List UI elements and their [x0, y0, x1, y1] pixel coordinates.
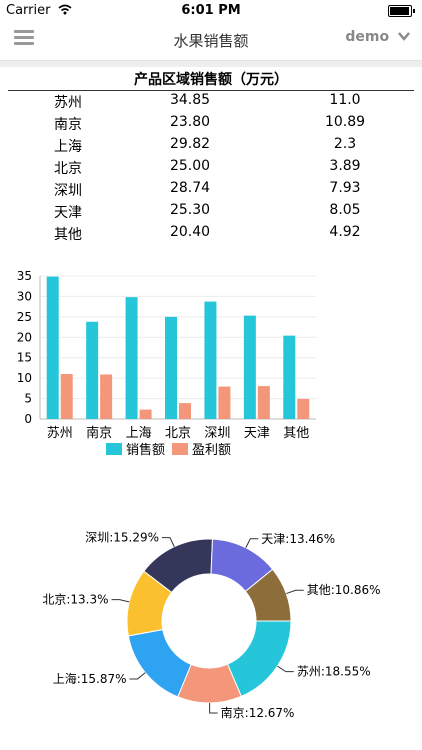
x-tick-label: 上海	[126, 426, 152, 441]
profit-cell: 10.89	[324, 114, 366, 130]
y-tick-label: 10	[17, 371, 32, 385]
y-tick-label: 5	[24, 392, 32, 406]
region-cell: 上海	[54, 139, 82, 155]
slice-leader-line	[286, 589, 304, 595]
table-header-rule	[8, 90, 414, 91]
slice-leader-line	[245, 538, 259, 548]
profit-bar	[60, 374, 73, 419]
sales-cell: 29.82	[169, 136, 211, 152]
profit-cell: 2.3	[333, 136, 357, 152]
table-title: 产品区域销售额（万元）	[134, 72, 288, 88]
page-title: 水果销售额	[173, 32, 249, 50]
section-divider	[0, 61, 422, 67]
sales-cell: 23.80	[169, 114, 211, 130]
y-tick-label: 15	[17, 351, 32, 365]
pie-slice	[127, 628, 192, 698]
region-cell: 天津	[54, 205, 82, 221]
region-cell: 其他	[54, 227, 82, 243]
slice-label: 深圳:15.29%	[85, 531, 159, 545]
sales-bar	[165, 316, 177, 419]
table-row: 南京 23.80 10.89	[0, 112, 422, 134]
sales-bar	[243, 315, 256, 419]
sales-cell: 25.00	[169, 158, 211, 174]
sales-bar	[125, 297, 138, 419]
table-row: 深圳 28.74 7.93	[0, 178, 422, 200]
slice-label: 上海:15.87%	[53, 671, 127, 686]
sales-cell: 28.74	[169, 180, 211, 196]
x-tick-label: 苏州	[47, 425, 73, 441]
table-row: 其他 20.40 4.92	[0, 222, 422, 244]
sales-bar	[204, 301, 217, 419]
legend-sales-label: 销售额	[126, 442, 165, 458]
profit-cell: 7.93	[329, 180, 361, 196]
legend-sales-swatch	[106, 443, 122, 455]
x-tick-label: 北京	[165, 426, 191, 441]
slice-label: 北京:13.3%	[42, 593, 108, 607]
x-tick-label: 天津	[244, 426, 270, 441]
x-tick-label: 其他	[283, 426, 309, 441]
slice-leader-line	[162, 537, 175, 547]
pie-slice	[226, 620, 292, 698]
y-tick-label: 20	[17, 330, 32, 344]
battery-icon	[388, 5, 415, 17]
table-row: 上海 29.82 2.3	[0, 134, 422, 156]
sales-cell: 34.85	[169, 92, 211, 108]
hamburger-menu-icon[interactable]	[14, 30, 34, 46]
status-bar: Carrier 6:01 PM	[0, 0, 422, 22]
profit-cell: 8.05	[329, 202, 361, 218]
x-tick-label: 南京	[86, 425, 112, 441]
slice-leader-line	[209, 702, 218, 714]
slice-label: 苏州:18.55%	[297, 665, 371, 679]
region-cell: 北京	[54, 161, 82, 177]
chevron-down-icon	[398, 32, 410, 41]
profit-bar	[139, 409, 152, 419]
nav-bar: 水果销售额 demo	[0, 22, 422, 61]
legend-profit-swatch	[172, 443, 188, 455]
region-cell: 南京	[54, 117, 82, 133]
region-cell: 深圳	[54, 183, 82, 199]
status-time: 6:01 PM	[181, 3, 241, 18]
y-tick-label: 30	[17, 289, 32, 303]
slice-leader-line	[111, 599, 130, 603]
profit-cell: 4.92	[329, 224, 361, 240]
slice-label: 其他:10.86%	[307, 583, 381, 597]
y-tick-label: 35	[17, 269, 32, 283]
sales-cell: 25.30	[169, 202, 211, 218]
table-row: 北京 25.00 3.89	[0, 156, 422, 178]
profit-bar	[179, 403, 191, 419]
y-tick-label: 0	[24, 412, 32, 426]
y-tick-label: 25	[17, 310, 32, 324]
user-menu-button[interactable]: demo	[345, 29, 410, 45]
profit-bar	[218, 386, 231, 419]
profit-cell: 3.89	[329, 158, 361, 174]
donut-chart: 苏州:18.55% 南京:12.67% 上海:15.87% 北京:13.3% 深圳:15…	[42, 531, 381, 720]
table-row: 苏州 34.85 11.0	[0, 90, 422, 112]
sales-bar	[46, 276, 59, 419]
slice-leader-line	[277, 665, 294, 673]
sales-bar	[283, 335, 296, 419]
wifi-icon	[58, 4, 72, 15]
profit-bar	[257, 386, 270, 419]
sales-bar	[86, 321, 99, 419]
profit-bar	[297, 398, 310, 419]
slice-label: 天津:13.46%	[261, 532, 335, 546]
x-tick-label: 深圳	[204, 426, 230, 441]
user-name: demo	[345, 29, 390, 45]
slice-leader-line	[129, 672, 146, 680]
sales-cell: 20.40	[169, 224, 211, 240]
profit-bar	[100, 374, 113, 419]
table-row: 天津 25.30 8.05	[0, 200, 422, 222]
carrier-label: Carrier	[6, 3, 51, 18]
pie-slice	[244, 568, 292, 622]
profit-cell: 11.0	[329, 92, 361, 108]
legend-profit-label: 盈利额	[192, 443, 231, 458]
region-cell: 苏州	[54, 95, 82, 111]
slice-label: 南京:12.67%	[221, 705, 295, 720]
